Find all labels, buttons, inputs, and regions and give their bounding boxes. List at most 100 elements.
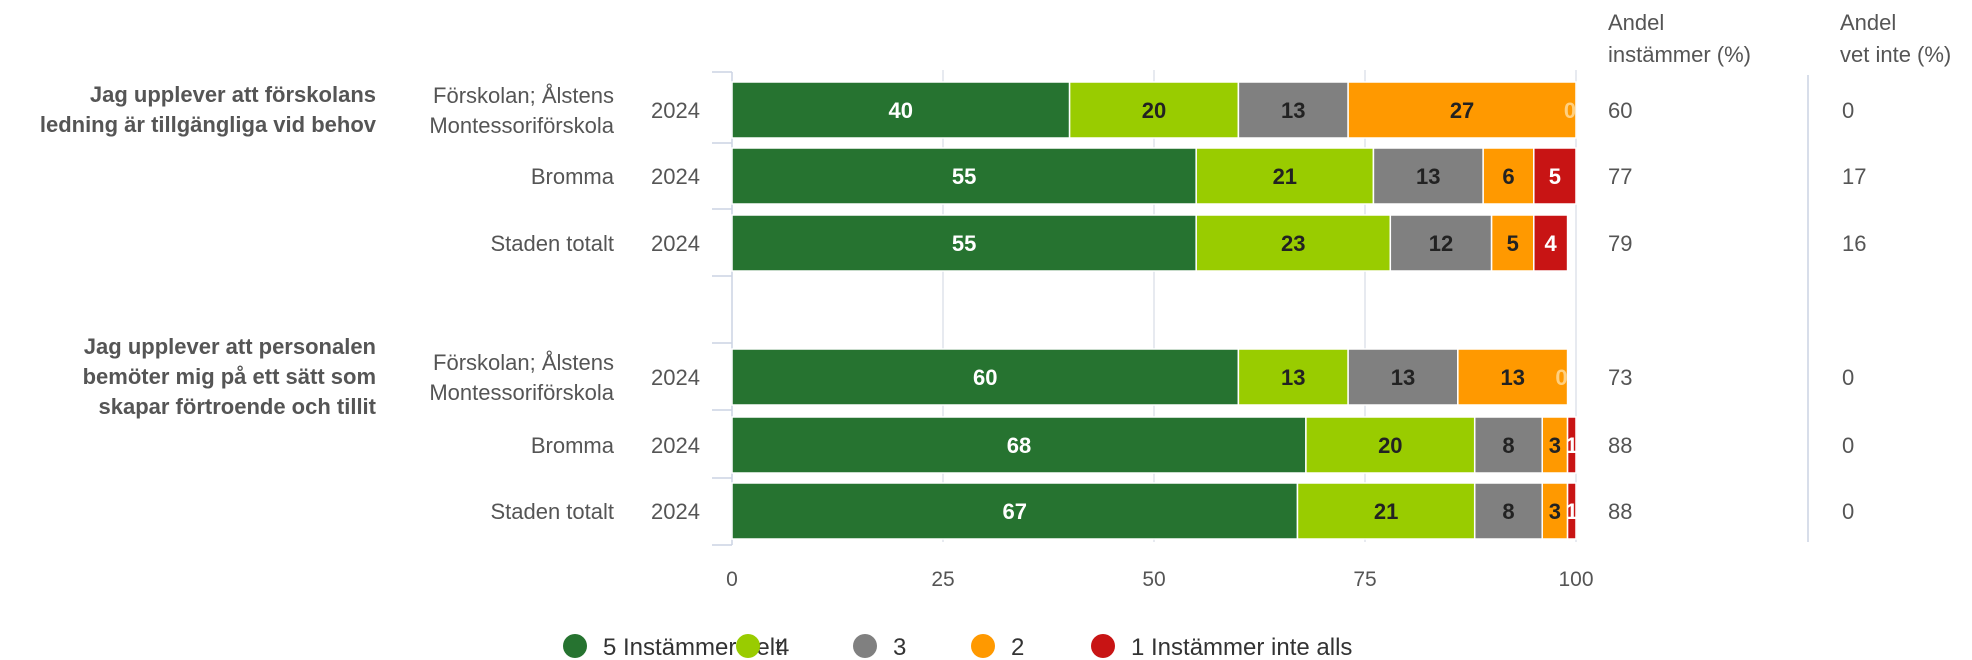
legend-swatch (971, 634, 995, 658)
bar-segment (1533, 214, 1569, 272)
bar-segment (1541, 416, 1569, 474)
data-label: 13 (1500, 365, 1524, 390)
bar-segment (1237, 348, 1349, 406)
bar-segment (1305, 416, 1476, 474)
data-label: 5 (1549, 164, 1561, 189)
data-label: 27 (1450, 98, 1474, 123)
bar-segment (1347, 81, 1577, 139)
bar-segment (731, 416, 1307, 474)
bar-segment (1533, 147, 1577, 205)
dontknow-value: 0 (1842, 98, 1854, 123)
bar-segment (1347, 348, 1459, 406)
bar-segment (731, 214, 1197, 272)
dontknow-value: 17 (1842, 164, 1866, 189)
data-label: 13 (1416, 164, 1440, 189)
category-label: Staden totalt (490, 231, 614, 256)
dontknow-value: 0 (1842, 499, 1854, 524)
dontknow-column-header: Andel vet inte (%) (1840, 10, 1951, 67)
bars: 40 20 13 27 055 21 13 6 555 23 12 5 460 13 13 13 068 20 8 3… (731, 81, 1578, 540)
legend-label: 1 Instämmer inte alls (1131, 634, 1352, 660)
agree-value: 73 (1608, 365, 1632, 390)
agree-value: 60 (1608, 98, 1632, 123)
dontknow-value: 0 (1842, 365, 1854, 390)
legend-swatch (1091, 634, 1115, 658)
legend-swatch (563, 634, 587, 658)
x-tick-label: 100 (1558, 568, 1593, 591)
bar-segment (1296, 482, 1476, 540)
data-label: 3 (1549, 499, 1561, 524)
data-label: 21 (1273, 164, 1297, 189)
data-label: 60 (973, 365, 997, 390)
legend-label: 3 (893, 634, 906, 660)
bar-segment (1457, 348, 1569, 406)
year-label: 2024 (651, 365, 700, 390)
bar-segment (1473, 482, 1543, 540)
agree-value: 88 (1608, 499, 1632, 524)
legend-item[interactable]: 2 (971, 634, 1024, 660)
data-label: 21 (1374, 499, 1398, 524)
agree-column-header: Andel instämmer (%) (1608, 10, 1751, 67)
agree-value: 79 (1608, 231, 1632, 256)
legend-label: 4 (776, 634, 789, 660)
bar-segment (1195, 214, 1392, 272)
category-label: Bromma (531, 433, 615, 458)
data-label: 0 (1555, 365, 1567, 390)
category-label: Förskolan; Ålstens Montessoriförskola (429, 350, 614, 405)
data-label: 13 (1281, 365, 1305, 390)
category-label: Förskolan; Ålstens Montessoriförskola (429, 83, 614, 138)
data-label: 12 (1429, 231, 1453, 256)
legend-item[interactable]: 1 Instämmer inte alls (1091, 634, 1352, 660)
legend-swatch (853, 634, 877, 658)
data-label: 13 (1281, 98, 1305, 123)
data-label: 40 (889, 98, 913, 123)
data-label: 5 (1507, 231, 1519, 256)
bar-segment (1237, 81, 1349, 139)
year-label: 2024 (651, 499, 700, 524)
data-label: 4 (1545, 231, 1558, 256)
data-label: 8 (1502, 499, 1514, 524)
bar-segment (1482, 147, 1535, 205)
data-label: 1 (1566, 433, 1578, 458)
data-label: 68 (1007, 433, 1031, 458)
data-label: 3 (1549, 433, 1561, 458)
data-label: 55 (952, 231, 976, 256)
data-label: 6 (1502, 164, 1514, 189)
bar-segment (1473, 416, 1543, 474)
question-label: Jag upplever att personalen bemöter mig p… (83, 334, 377, 419)
data-label: 0 (1564, 98, 1576, 123)
year-label: 2024 (651, 164, 700, 189)
agree-value: 88 (1608, 433, 1632, 458)
dontknow-value: 0 (1842, 433, 1854, 458)
legend-item[interactable]: 3 (853, 634, 906, 660)
data-label: 8 (1502, 433, 1514, 458)
x-tick-label: 50 (1142, 568, 1165, 591)
bar-segment (1566, 482, 1577, 540)
bar-segment (1566, 416, 1577, 474)
year-label: 2024 (651, 231, 700, 256)
legend-swatch (736, 634, 760, 658)
data-label: 67 (1002, 499, 1026, 524)
column-headers: Andel instämmer (%) Andel vet inte (%) (1608, 10, 1951, 67)
legend-item[interactable]: 4 (736, 634, 789, 660)
x-tick-label: 25 (931, 568, 954, 591)
bar-segment (1389, 214, 1493, 272)
x-tick-label: 75 (1353, 568, 1376, 591)
data-label: 55 (952, 164, 976, 189)
dontknow-value: 16 (1842, 231, 1866, 256)
year-label: 2024 (651, 98, 700, 123)
data-label: 20 (1378, 433, 1402, 458)
bar-segment (731, 147, 1197, 205)
legend-label: 2 (1011, 634, 1024, 660)
bar-segment (731, 482, 1299, 540)
bar-segment (731, 348, 1240, 406)
year-label: 2024 (651, 433, 700, 458)
row-labels: Jag upplever att förskolans ledning är ti… (40, 82, 1867, 524)
data-label: 1 (1566, 499, 1578, 524)
category-label: Staden totalt (490, 499, 614, 524)
data-label: 23 (1281, 231, 1305, 256)
question-label: Jag upplever att förskolans ledning är ti… (40, 82, 377, 137)
x-tick-label: 0 (726, 568, 738, 591)
bar-segment (1195, 147, 1375, 205)
